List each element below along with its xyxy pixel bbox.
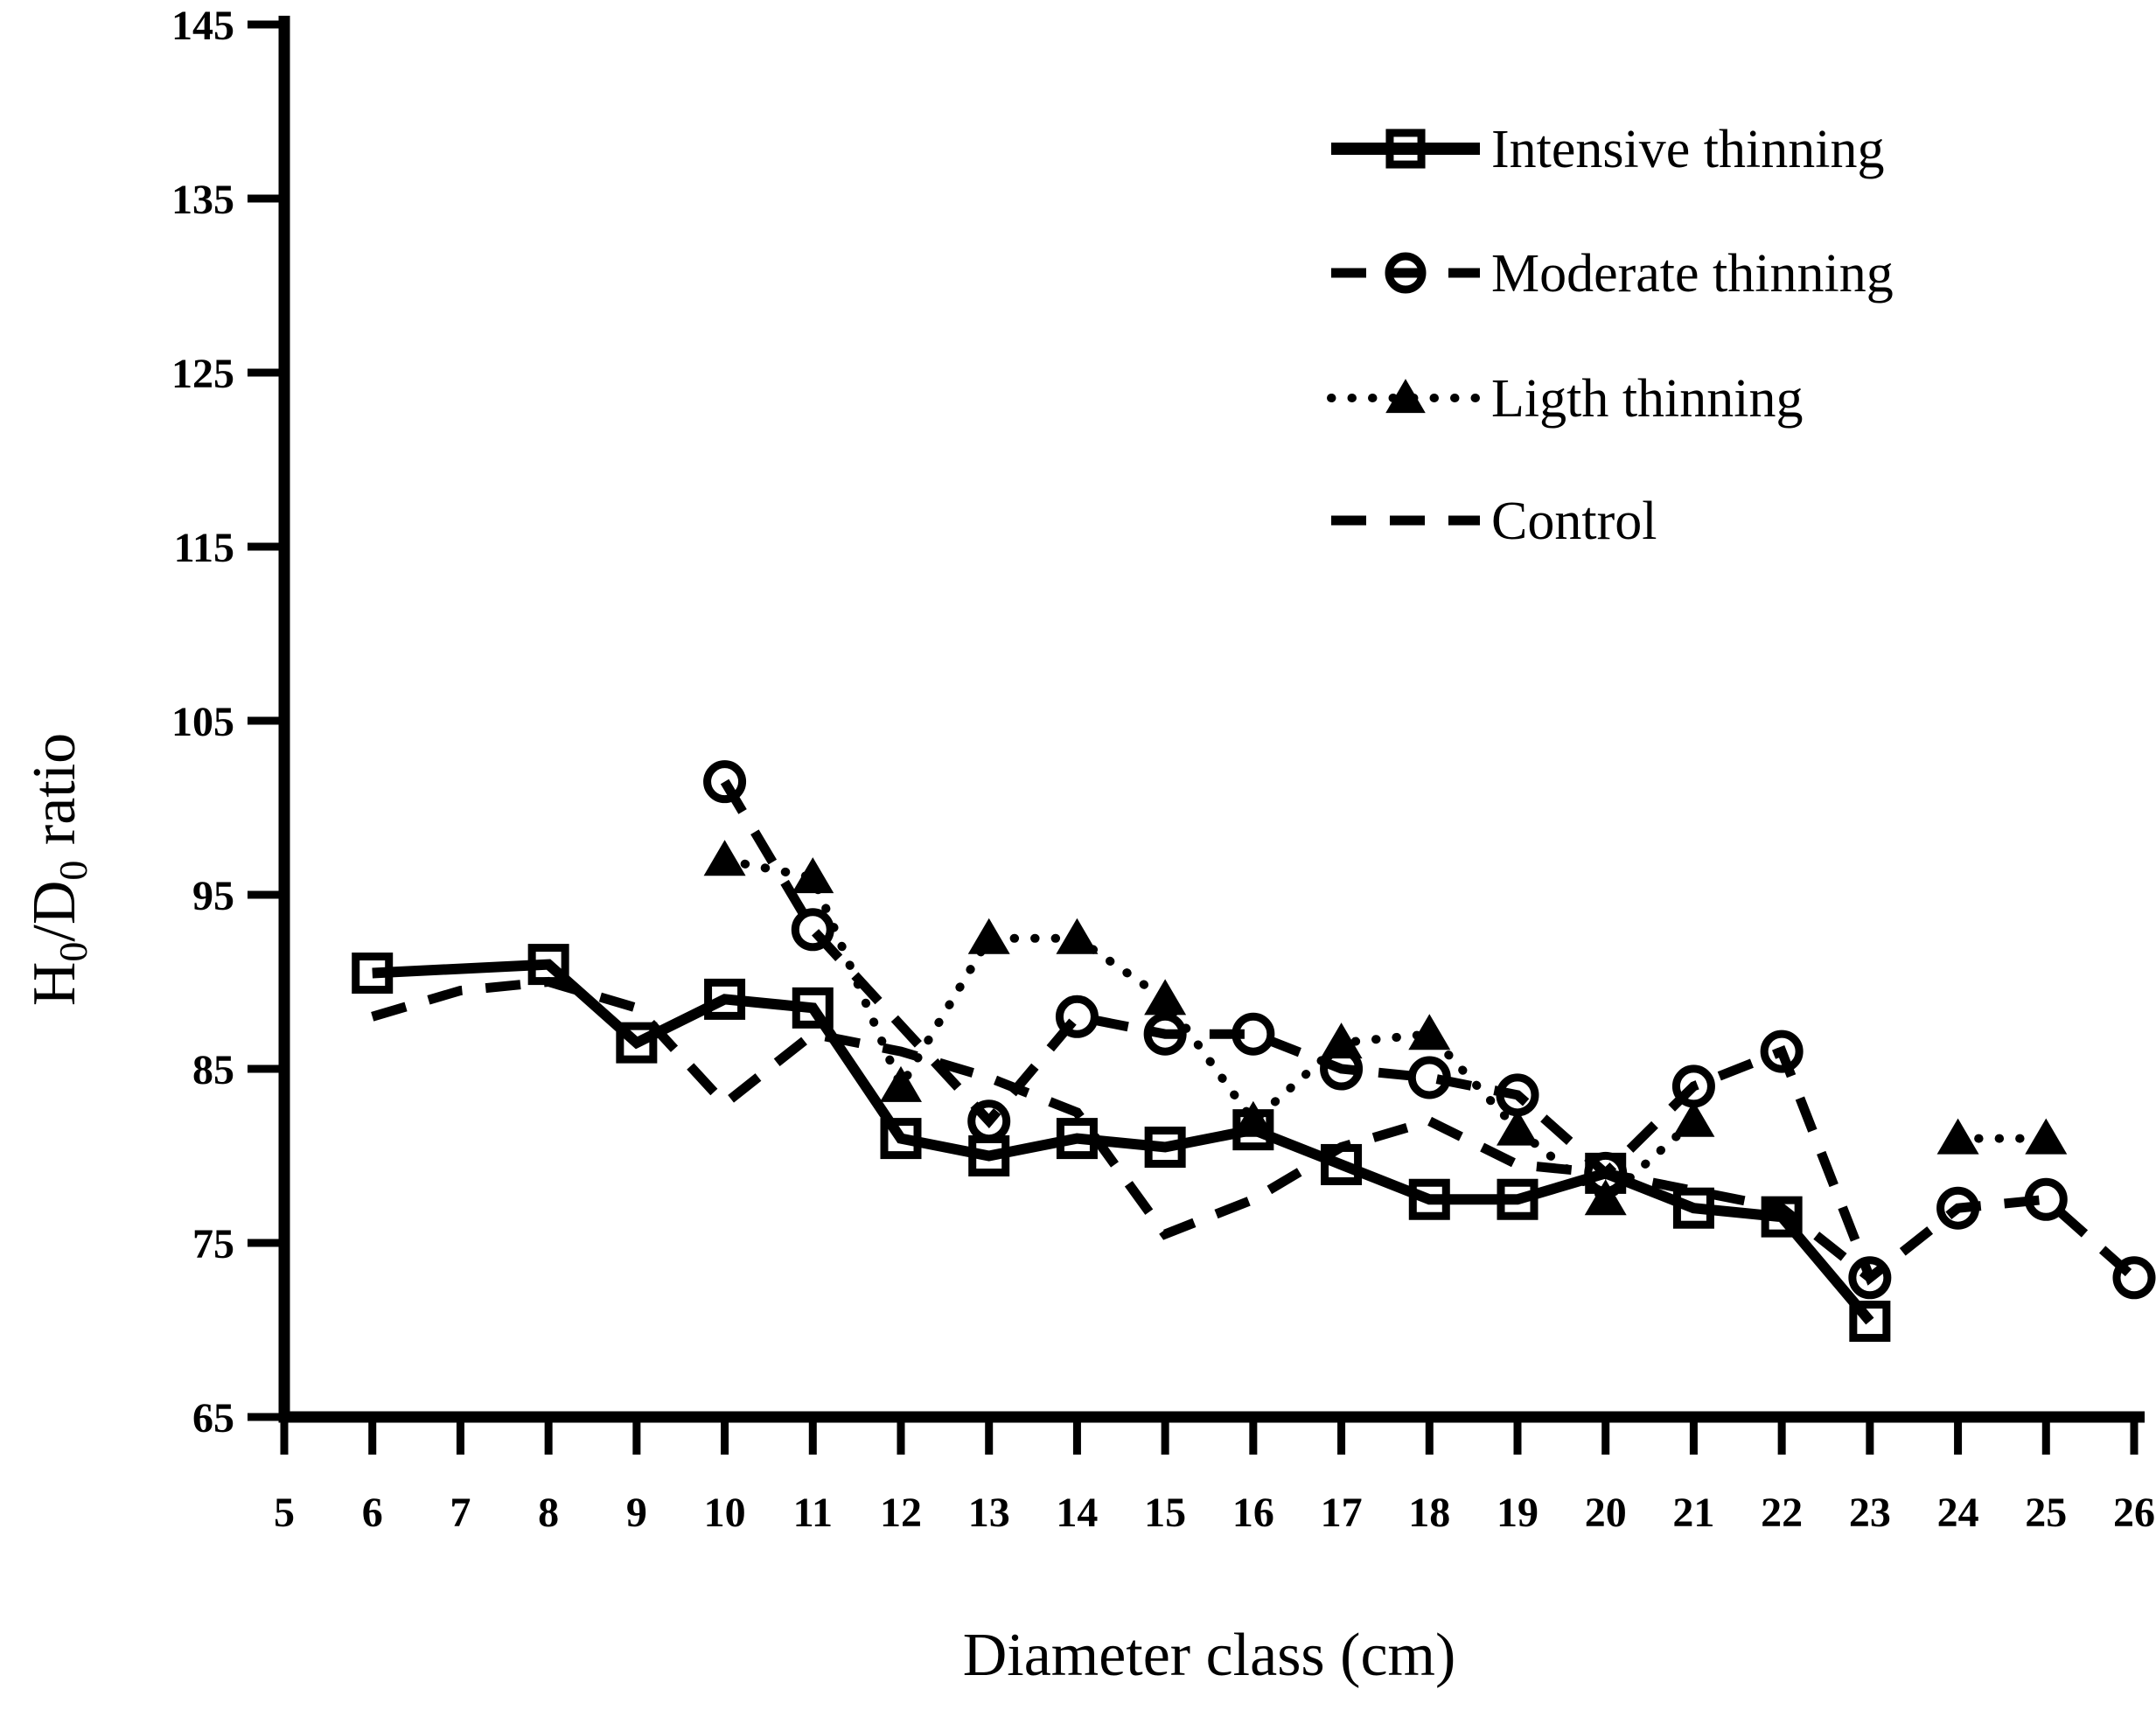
- x-tick-label-16: 16: [1232, 1490, 1274, 1536]
- series-ligth-thinning-line: [720, 855, 2051, 1205]
- x-tick-label-15: 15: [1144, 1490, 1186, 1536]
- legend-label-ligth-thinning: Ligth thinning: [1491, 369, 1804, 429]
- series-intensive-thinning-marker-x23: [1849, 1301, 1891, 1343]
- axes: 65 75 85 95 105 115 125 135 145 5 6 7 8 9 10 11 12 13 14 15…: [21, 3, 2155, 1689]
- x-tick-label-18: 18: [1408, 1490, 1450, 1536]
- legend-label-intensive-thinning: Intensive thinning: [1491, 120, 1884, 179]
- series-control-line: [371, 976, 1873, 1282]
- x-tick-label-20: 20: [1585, 1490, 1627, 1536]
- series-ligth-thinning-marker-x25: [2025, 1118, 2068, 1155]
- legend-item-control: Control: [1331, 492, 1657, 551]
- x-tick-label-11: 11: [793, 1490, 833, 1536]
- y-tick-label-65: 65: [192, 1395, 234, 1441]
- series-ligth-thinning-markers: [703, 840, 2068, 1216]
- series-lines-layer: [371, 778, 2138, 1325]
- y-tick-label-115: 115: [174, 525, 234, 571]
- x-tick-label-21: 21: [1672, 1490, 1714, 1536]
- series-ligth-thinning-marker-x18: [1408, 1014, 1451, 1050]
- y-tick-label-125: 125: [171, 351, 234, 397]
- x-tick-label-17: 17: [1321, 1490, 1363, 1536]
- legend-label-moderate-thinning: Moderate thinning: [1491, 244, 1894, 304]
- series-ligth-thinning-marker-x17: [1320, 1023, 1363, 1059]
- series-moderate-thinning-line: [720, 778, 2138, 1286]
- x-axis-title: Diameter class (cm): [963, 1622, 1456, 1689]
- x-tick-label-5: 5: [274, 1490, 295, 1536]
- series-ligth-thinning-marker-x11: [792, 857, 834, 894]
- y-tick-label-85: 85: [192, 1047, 234, 1093]
- legend-item-ligth-thinning: Ligth thinning: [1327, 369, 1804, 429]
- x-tick-label-6: 6: [362, 1490, 383, 1536]
- series-ligth-thinning-marker-x20: [1584, 1179, 1627, 1216]
- x-tick-label-9: 9: [626, 1490, 647, 1536]
- y-tick-label-135: 135: [171, 177, 234, 223]
- x-tick-label-26: 26: [2113, 1490, 2155, 1536]
- x-tick-label-24: 24: [1937, 1490, 1979, 1536]
- x-tick-label-25: 25: [2025, 1490, 2067, 1536]
- series-intensive-thinning-line: [372, 959, 1874, 1325]
- x-tick-label-13: 13: [968, 1490, 1010, 1536]
- series-ligth-thinning-marker-x13: [967, 918, 1010, 954]
- x-tick-label-8: 8: [538, 1490, 559, 1536]
- y-axis-title: H0/D0 ratio: [21, 733, 95, 1006]
- x-tick-label-19: 19: [1497, 1490, 1539, 1536]
- y-tick-label-145: 145: [171, 3, 234, 49]
- series-ligth-thinning-marker-x12: [880, 1065, 922, 1102]
- x-tick-label-10: 10: [704, 1490, 746, 1536]
- legend-label-control: Control: [1491, 492, 1657, 551]
- legend-item-moderate-thinning: Moderate thinning: [1331, 244, 1894, 304]
- x-tick-label-22: 22: [1761, 1490, 1803, 1536]
- x-tick-label-14: 14: [1056, 1490, 1098, 1536]
- y-tick-label-105: 105: [171, 699, 234, 745]
- x-tick-label-12: 12: [880, 1490, 922, 1536]
- x-tick-label-7: 7: [450, 1490, 471, 1536]
- legend-item-intensive-thinning: Intensive thinning: [1331, 120, 1884, 179]
- y-tick-label-95: 95: [192, 873, 234, 919]
- series-ligth-thinning-marker-x21: [1672, 1100, 1715, 1137]
- legend: Intensive thinning Moderate thinning Ligth…: [1327, 120, 1894, 551]
- y-tick-label-75: 75: [192, 1221, 234, 1267]
- legend-ligth-thinning-marker-icon: [1385, 379, 1426, 414]
- x-tick-label-23: 23: [1849, 1490, 1891, 1536]
